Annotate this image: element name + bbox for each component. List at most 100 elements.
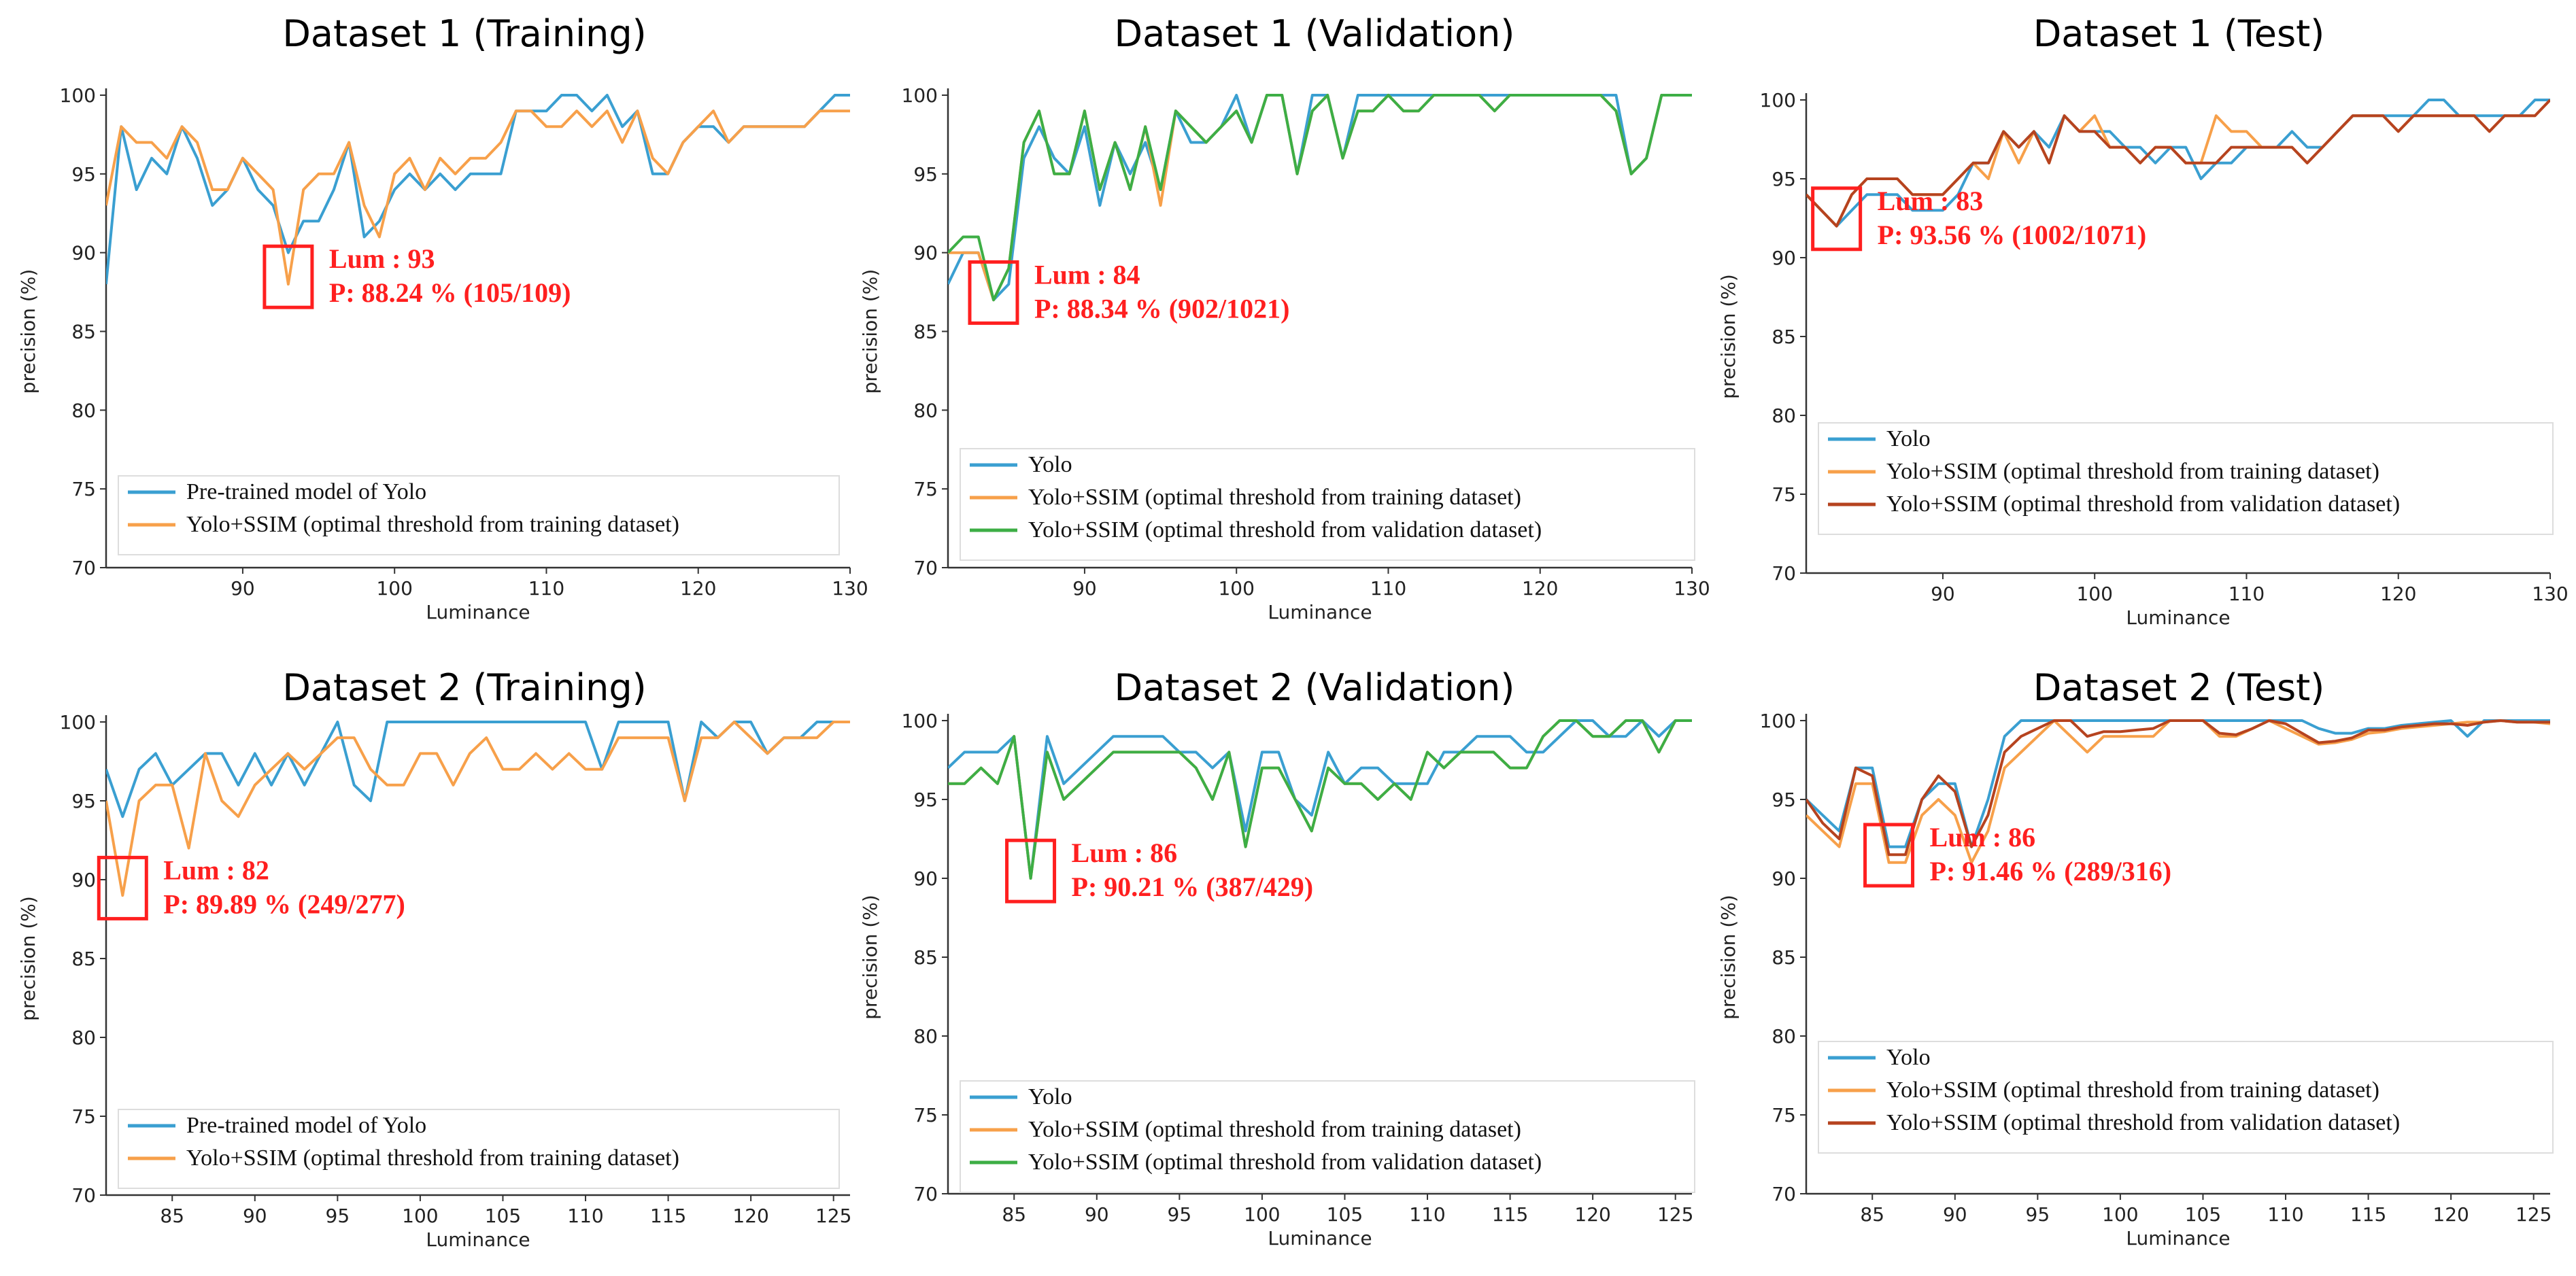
chart-title: Dataset 2 (Training) bbox=[282, 666, 646, 709]
x-axis-label: Luminance bbox=[426, 1228, 530, 1251]
legend-entry-3: Yolo+SSIM (optimal threshold from valida… bbox=[1028, 1150, 1542, 1175]
annotation-precision-label: P: 88.24 % (105/109) bbox=[329, 277, 571, 308]
legend-entry-2: Yolo+SSIM (optimal threshold from traini… bbox=[1028, 485, 1521, 510]
highlight-box bbox=[1863, 823, 1915, 888]
annotation-precision-label: P: 93.56 % (1002/1071) bbox=[1878, 220, 2147, 250]
legend-entry-3: Yolo+SSIM (optimal threshold from valida… bbox=[1028, 517, 1542, 542]
x-tick-label: 110 bbox=[1409, 1203, 1445, 1226]
x-tick-label: 90 bbox=[243, 1205, 267, 1227]
y-tick-label: 70 bbox=[913, 557, 938, 579]
y-tick-label: 80 bbox=[1772, 1025, 1796, 1048]
x-tick-label: 85 bbox=[1002, 1203, 1026, 1226]
y-axis-label: precision (%) bbox=[1717, 895, 1740, 1020]
y-tick-label: 90 bbox=[71, 869, 96, 891]
y-tick-label: 90 bbox=[913, 242, 938, 264]
legend-entry-1: Yolo bbox=[1886, 426, 1931, 451]
annotation-precision-label: P: 89.89 % (249/277) bbox=[163, 889, 405, 919]
x-tick-label: 90 bbox=[1072, 577, 1097, 600]
annotation-lum-label: Lum : 93 bbox=[329, 243, 435, 274]
y-tick-label: 90 bbox=[913, 867, 938, 890]
y-tick-label: 75 bbox=[1772, 1104, 1796, 1126]
y-tick-label: 95 bbox=[1772, 168, 1796, 190]
series-line-3 bbox=[1806, 99, 2550, 228]
series-line-3 bbox=[948, 719, 1692, 880]
y-axis-label: precision (%) bbox=[17, 269, 39, 394]
y-tick-label: 85 bbox=[1772, 946, 1796, 969]
annotation-lum-label: Lum : 86 bbox=[1930, 822, 2036, 852]
y-tick-label: 80 bbox=[913, 399, 938, 421]
x-tick-label: 125 bbox=[1657, 1203, 1693, 1226]
x-tick-label: 110 bbox=[2267, 1203, 2303, 1226]
annotation-precision-label: P: 88.34 % (902/1021) bbox=[1034, 293, 1290, 324]
series-line-1 bbox=[1806, 99, 2550, 228]
series-line-2 bbox=[106, 721, 850, 897]
legend-box bbox=[960, 1080, 1695, 1193]
x-tick-label: 100 bbox=[1218, 577, 1254, 600]
legend-box bbox=[1818, 1041, 2554, 1154]
y-tick-label: 100 bbox=[1760, 710, 1796, 732]
y-axis-label: precision (%) bbox=[859, 895, 881, 1020]
x-tick-label: 105 bbox=[485, 1205, 521, 1227]
y-tick-label: 95 bbox=[913, 163, 938, 186]
annotation-lum-label: Lum : 83 bbox=[1878, 186, 1984, 216]
y-tick-label: 85 bbox=[913, 321, 938, 343]
y-tick-label: 95 bbox=[1772, 789, 1796, 811]
y-tick-label: 70 bbox=[71, 1184, 96, 1207]
highlight-box bbox=[262, 244, 314, 309]
x-tick-label: 120 bbox=[1522, 577, 1558, 600]
highlight-box bbox=[1005, 838, 1057, 903]
chart-title: Dataset 2 (Test) bbox=[2033, 666, 2325, 709]
y-tick-label: 100 bbox=[60, 84, 96, 107]
chart-panel-4: Dataset 2 (Training) 70 75 80 85 90 95 100 85 90 9… bbox=[17, 666, 851, 1251]
x-tick-label: 95 bbox=[2026, 1203, 2050, 1226]
x-tick-label: 100 bbox=[2102, 1203, 2138, 1226]
chart-title: Dataset 1 (Validation) bbox=[1115, 12, 1515, 55]
x-tick-label: 125 bbox=[815, 1205, 851, 1227]
x-tick-label: 90 bbox=[231, 577, 255, 600]
x-tick-label: 85 bbox=[1860, 1203, 1884, 1226]
x-tick-label: 90 bbox=[1931, 583, 1955, 605]
legend-entry-2: Yolo+SSIM (optimal threshold from traini… bbox=[1886, 459, 2379, 484]
y-tick-label: 95 bbox=[71, 163, 96, 186]
y-tick-label: 70 bbox=[1772, 1183, 1796, 1205]
x-tick-label: 120 bbox=[1574, 1203, 1610, 1226]
y-tick-label: 80 bbox=[71, 1027, 96, 1049]
series-line-2 bbox=[106, 109, 850, 286]
x-tick-label: 120 bbox=[680, 577, 716, 600]
x-tick-label: 100 bbox=[1244, 1203, 1280, 1226]
legend-entry-1: Pre-trained model of Yolo bbox=[186, 1113, 426, 1138]
y-tick-label: 85 bbox=[913, 946, 938, 969]
x-tick-label: 110 bbox=[528, 577, 564, 600]
legend-entry-3: Yolo+SSIM (optimal threshold from valida… bbox=[1886, 1110, 2400, 1135]
y-axis-label: precision (%) bbox=[17, 896, 39, 1021]
annotation-lum-label: Lum : 84 bbox=[1034, 259, 1140, 290]
annotation-precision-label: P: 90.21 % (387/429) bbox=[1072, 872, 1314, 902]
x-tick-label: 105 bbox=[2185, 1203, 2221, 1226]
x-axis-label: Luminance bbox=[1268, 601, 1372, 623]
x-tick-label: 130 bbox=[2532, 583, 2568, 605]
x-tick-label: 110 bbox=[567, 1205, 603, 1227]
y-tick-label: 70 bbox=[913, 1183, 938, 1205]
annotation-lum-label: Lum : 82 bbox=[163, 855, 269, 885]
legend-entry-2: Yolo+SSIM (optimal threshold from traini… bbox=[1028, 1117, 1521, 1142]
y-axis-label: precision (%) bbox=[1717, 274, 1740, 399]
x-tick-label: 95 bbox=[326, 1205, 350, 1227]
y-tick-label: 75 bbox=[71, 478, 96, 500]
x-tick-label: 95 bbox=[1168, 1203, 1192, 1226]
y-tick-label: 80 bbox=[71, 399, 96, 421]
x-tick-label: 120 bbox=[732, 1205, 768, 1227]
x-tick-label: 85 bbox=[160, 1205, 184, 1227]
legend-entry-2: Yolo+SSIM (optimal threshold from traini… bbox=[186, 1145, 679, 1171]
chart-title: Dataset 1 (Test) bbox=[2033, 12, 2325, 55]
legend-entry-1: Yolo bbox=[1886, 1045, 1931, 1070]
x-tick-label: 110 bbox=[1370, 577, 1406, 600]
series-line-3 bbox=[948, 94, 1692, 302]
legend-entry-2: Yolo+SSIM (optimal threshold from traini… bbox=[186, 512, 679, 537]
x-tick-label: 115 bbox=[2350, 1203, 2386, 1226]
y-tick-label: 75 bbox=[71, 1105, 96, 1128]
x-tick-label: 100 bbox=[376, 577, 412, 600]
annotation-lum-label: Lum : 86 bbox=[1072, 838, 1178, 868]
chart-panel-1: Dataset 1 (Training) 70 75 80 85 90 95 100 90 100… bbox=[17, 12, 868, 623]
y-tick-label: 85 bbox=[1772, 326, 1796, 348]
